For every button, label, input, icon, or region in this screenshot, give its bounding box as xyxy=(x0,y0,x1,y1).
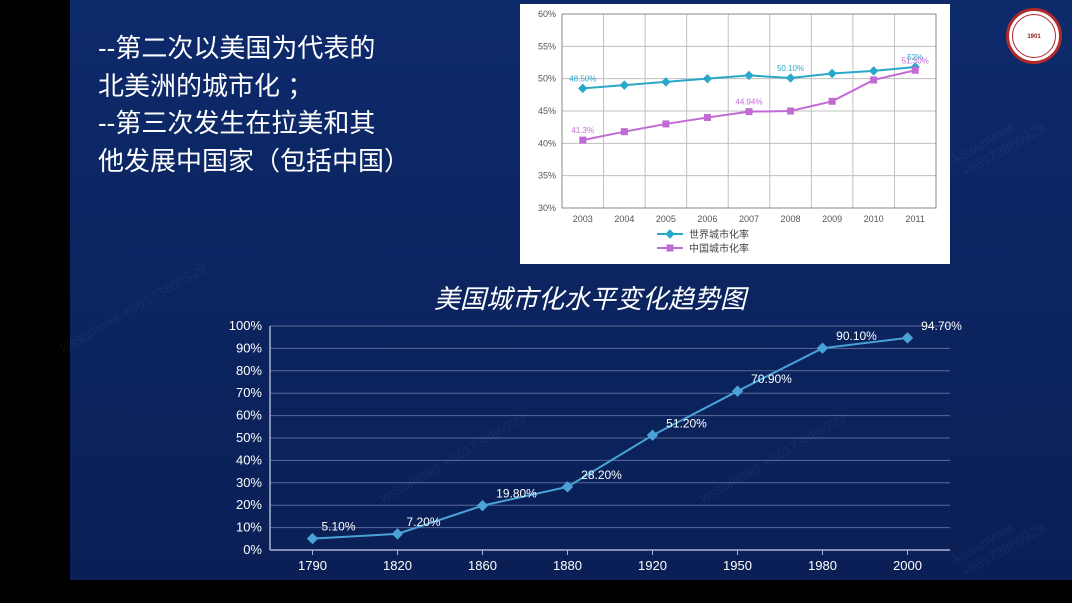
university-logo: 1901 xyxy=(1006,8,1062,64)
svg-text:70%: 70% xyxy=(236,385,262,400)
svg-text:90%: 90% xyxy=(236,340,262,355)
svg-text:44.94%: 44.94% xyxy=(735,98,762,107)
svg-text:90.10%: 90.10% xyxy=(836,329,877,343)
us-urbanization-chart: 美国城市化水平变化趋势图 0% 10% 20% 30% 40% 50% 60% 70% 80% 9… xyxy=(210,275,970,575)
world-china-urbanization-chart: 30% 35% 40% 45% 50% 55% 60% 2003 2004 2005 2006 200… xyxy=(520,4,950,264)
svg-text:51.20%: 51.20% xyxy=(666,416,707,430)
svg-text:55%: 55% xyxy=(538,41,556,51)
svg-text:7.20%: 7.20% xyxy=(406,515,440,529)
svg-text:94.70%: 94.70% xyxy=(921,319,962,333)
svg-text:10%: 10% xyxy=(236,520,262,535)
svg-text:2006: 2006 xyxy=(697,214,717,224)
svg-text:2009: 2009 xyxy=(822,214,842,224)
svg-text:20%: 20% xyxy=(236,497,262,512)
svg-text:40%: 40% xyxy=(236,452,262,467)
svg-text:60%: 60% xyxy=(538,9,556,19)
slide: 1901 --第二次以美国为代表的 北美洲的城市化 ； --第三次发生在拉美和其… xyxy=(70,0,1072,580)
text-line: 他发展中国家（包括中国） xyxy=(98,143,498,181)
bullet-text: --第二次以美国为代表的 北美洲的城市化 ； --第三次发生在拉美和其 他发展中… xyxy=(98,30,498,181)
svg-text:2000: 2000 xyxy=(893,558,922,573)
svg-text:60%: 60% xyxy=(236,408,262,423)
svg-text:50%: 50% xyxy=(538,74,556,84)
svg-text:1980: 1980 xyxy=(808,558,837,573)
svg-text:2005: 2005 xyxy=(656,214,676,224)
svg-text:41.3%: 41.3% xyxy=(571,126,594,135)
svg-text:1920: 1920 xyxy=(638,558,667,573)
svg-text:30%: 30% xyxy=(538,203,556,213)
svg-text:80%: 80% xyxy=(236,363,262,378)
text-line: 北美洲的城市化 ； xyxy=(98,68,498,106)
text-line: --第二次以美国为代表的 xyxy=(98,30,498,68)
svg-text:1860: 1860 xyxy=(468,558,497,573)
svg-text:2010: 2010 xyxy=(864,214,884,224)
svg-text:48.50%: 48.50% xyxy=(569,74,596,83)
svg-text:30%: 30% xyxy=(236,475,262,490)
watermark: kissummer +86173866929 xyxy=(57,260,208,357)
svg-text:51.30%: 51.30% xyxy=(902,56,929,65)
svg-text:1950: 1950 xyxy=(723,558,752,573)
svg-text:40%: 40% xyxy=(538,138,556,148)
svg-text:2004: 2004 xyxy=(614,214,634,224)
svg-text:28.20%: 28.20% xyxy=(581,468,622,482)
watermark: kissummer +86173866929 xyxy=(950,92,1072,181)
svg-text:2011: 2011 xyxy=(906,214,925,224)
svg-text:0%: 0% xyxy=(243,542,262,557)
svg-text:2008: 2008 xyxy=(781,214,801,224)
svg-text:45%: 45% xyxy=(538,106,556,116)
text-line: --第三次发生在拉美和其 xyxy=(98,105,498,143)
svg-text:50.10%: 50.10% xyxy=(777,64,804,73)
svg-text:50%: 50% xyxy=(236,430,262,445)
chart2-title: 美国城市化水平变化趋势图 xyxy=(210,275,970,318)
svg-text:35%: 35% xyxy=(538,171,556,181)
svg-text:中国城市化率: 中国城市化率 xyxy=(689,242,749,255)
svg-text:1880: 1880 xyxy=(553,558,582,573)
svg-text:19.80%: 19.80% xyxy=(496,487,537,501)
svg-text:5.10%: 5.10% xyxy=(321,520,355,534)
svg-text:1820: 1820 xyxy=(383,558,412,573)
svg-text:2003: 2003 xyxy=(573,214,593,224)
svg-text:世界城市化率: 世界城市化率 xyxy=(689,228,749,241)
svg-text:1790: 1790 xyxy=(298,558,327,573)
svg-text:70.90%: 70.90% xyxy=(751,372,792,386)
svg-text:100%: 100% xyxy=(229,318,263,333)
svg-text:2007: 2007 xyxy=(739,214,759,224)
